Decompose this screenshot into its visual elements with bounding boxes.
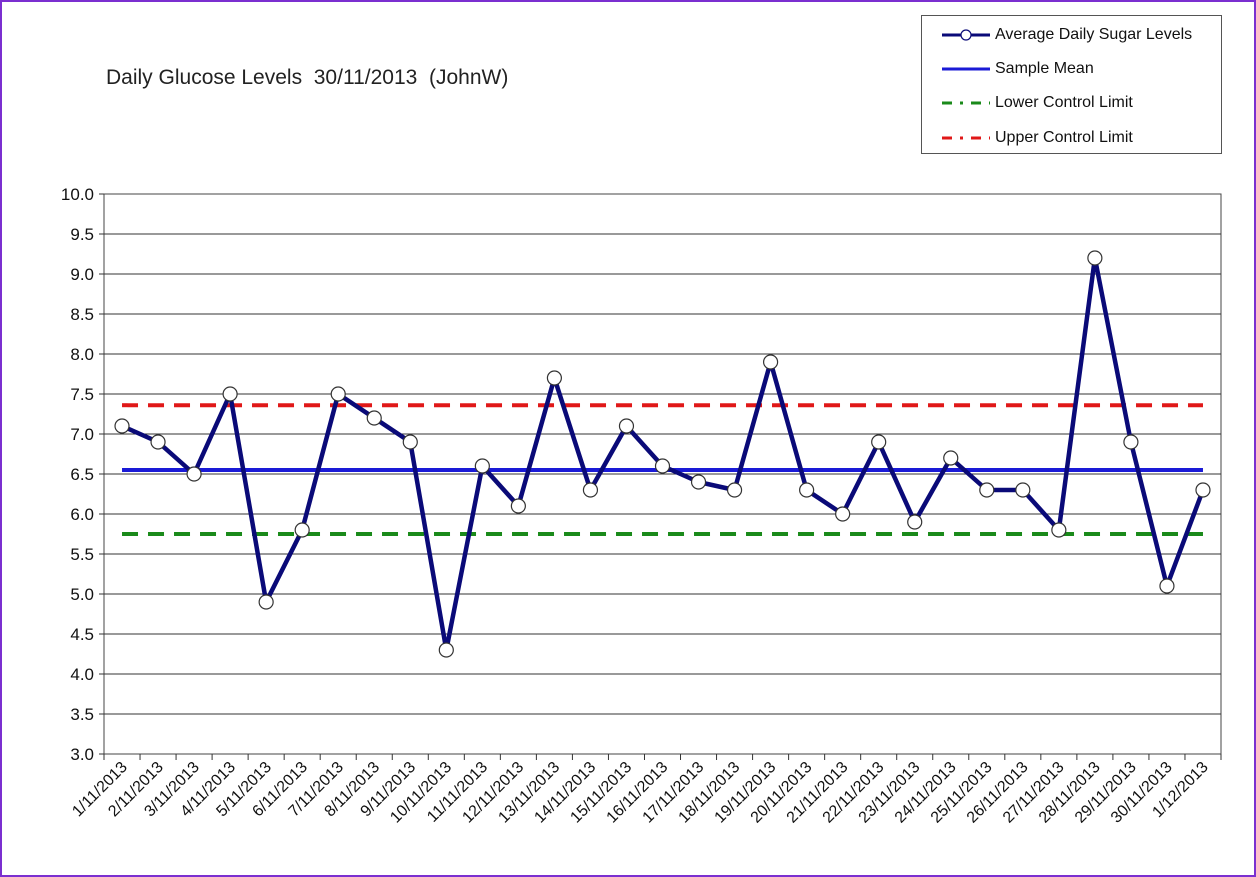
data-point <box>222 386 238 402</box>
data-point <box>654 458 671 474</box>
data-point <box>1051 522 1067 538</box>
data-point <box>546 370 563 386</box>
legend-marker-series-icon <box>942 29 990 41</box>
y-tick-label: 5.0 <box>70 585 94 604</box>
y-tick-label: 3.5 <box>70 705 94 724</box>
data-point <box>1195 482 1211 498</box>
legend-marker-mean-icon <box>942 67 990 71</box>
chart-title: Daily Glucose Levels 30/11/2013 (JohnW) <box>106 66 509 89</box>
legend-marker-ucl-icon <box>942 136 990 140</box>
data-point <box>366 410 382 426</box>
data-point <box>1159 578 1175 594</box>
data-point <box>150 434 166 450</box>
data-point <box>799 482 815 498</box>
legend-item-series: Average Daily Sugar Levels <box>922 23 1221 47</box>
legend: Average Daily Sugar Levels Sample Mean L… <box>921 15 1222 154</box>
legend-marker-lcl-icon <box>942 101 990 105</box>
data-point <box>330 386 346 402</box>
data-point <box>474 458 490 474</box>
data-point <box>1015 482 1031 498</box>
legend-item-mean: Sample Mean <box>922 57 1221 81</box>
y-tick-label: 7.5 <box>70 385 94 404</box>
y-tick-label: 8.0 <box>70 345 94 364</box>
data-point <box>294 522 310 538</box>
data-point <box>402 434 418 450</box>
y-tick-label: 9.5 <box>70 225 94 244</box>
data-point <box>258 594 274 610</box>
y-tick-label: 9.0 <box>70 265 94 284</box>
data-point <box>726 482 743 498</box>
data-point <box>618 418 635 434</box>
y-tick-label: 4.5 <box>70 625 94 644</box>
data-point <box>690 474 707 490</box>
legend-label-lcl: Lower Control Limit <box>995 94 1133 111</box>
legend-label-series: Average Daily Sugar Levels <box>995 26 1193 43</box>
data-point <box>943 450 959 466</box>
legend-label-mean: Sample Mean <box>995 60 1094 77</box>
data-point <box>186 466 202 482</box>
data-point <box>907 514 923 530</box>
y-tick-label: 7.0 <box>70 425 94 444</box>
y-tick-label: 4.0 <box>70 665 94 684</box>
data-point <box>582 482 599 498</box>
data-point <box>438 642 454 658</box>
data-point <box>835 506 851 522</box>
y-tick-label: 6.5 <box>70 465 94 484</box>
data-point <box>762 354 779 370</box>
y-tick-label: 6.0 <box>70 505 94 524</box>
data-point <box>1087 250 1103 266</box>
legend-item-ucl: Upper Control Limit <box>922 126 1221 150</box>
data-point <box>510 498 526 514</box>
y-tick-label: 10.0 <box>61 185 94 204</box>
y-tick-label: 3.0 <box>70 745 94 764</box>
data-point <box>1123 434 1139 450</box>
legend-label-ucl: Upper Control Limit <box>995 129 1133 146</box>
data-point <box>871 434 887 450</box>
data-point <box>979 482 995 498</box>
data-point <box>114 418 130 434</box>
y-tick-label: 5.5 <box>70 545 94 564</box>
y-tick-label: 8.5 <box>70 305 94 324</box>
legend-item-lcl: Lower Control Limit <box>922 91 1221 115</box>
